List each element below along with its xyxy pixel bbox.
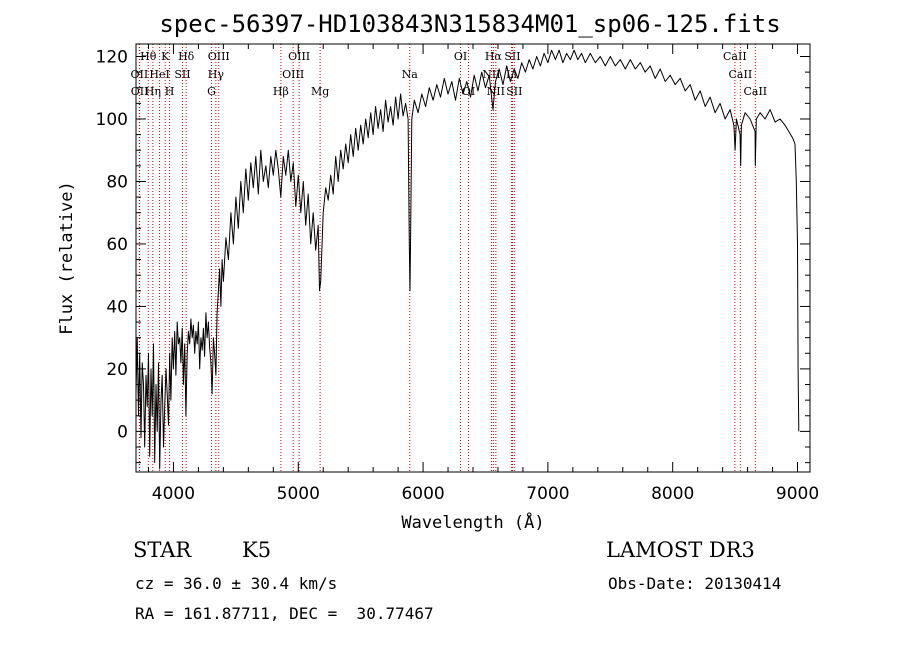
line-label: Li bbox=[506, 68, 517, 81]
chart-title: spec-56397-HD103843N315834M01_sp06-125.f… bbox=[159, 10, 780, 38]
line-label: Mg bbox=[311, 85, 329, 98]
spectrum-layer bbox=[135, 49, 800, 470]
line-label: Hβ bbox=[273, 85, 289, 98]
object-type: STAR bbox=[133, 538, 192, 562]
line-label: OI bbox=[454, 50, 467, 63]
line-label: Na bbox=[402, 68, 419, 81]
survey-name: LAMOST DR3 bbox=[606, 538, 755, 562]
line-label: SII bbox=[504, 50, 520, 63]
redshift-velocity: cz = 36.0 ± 30.4 km/s bbox=[135, 574, 338, 593]
x-tick-label: 8000 bbox=[651, 484, 694, 504]
y-tick-label: 40 bbox=[106, 297, 128, 317]
x-tick-label: 5000 bbox=[277, 484, 320, 504]
y-tick-label: 80 bbox=[106, 172, 128, 192]
line-label: H bbox=[165, 85, 175, 98]
line-label: CaII bbox=[723, 50, 747, 63]
x-tick-label: 6000 bbox=[401, 484, 444, 504]
line-label: CaII bbox=[729, 68, 753, 81]
line-label: Hγ bbox=[208, 68, 225, 81]
x-axis-label: Wavelength (Å) bbox=[401, 511, 544, 533]
line-label: Hδ bbox=[178, 50, 195, 63]
line-label: OII bbox=[131, 85, 149, 98]
line-label: CaII bbox=[743, 85, 767, 98]
line-label: OIII bbox=[208, 50, 230, 63]
line-label: SII bbox=[506, 85, 522, 98]
line-label: K bbox=[161, 50, 170, 63]
object-subclass: K5 bbox=[242, 538, 272, 562]
y-axis-label: Flux (relative) bbox=[57, 181, 77, 335]
spectrum-line bbox=[135, 49, 800, 470]
x-tick-label: 9000 bbox=[776, 484, 819, 504]
y-tick-label: 60 bbox=[106, 235, 128, 255]
x-tick-label: 7000 bbox=[526, 484, 569, 504]
plot-frame bbox=[135, 43, 811, 473]
line-label: Hη bbox=[145, 85, 161, 98]
y-tick-label: 20 bbox=[106, 360, 128, 380]
y-tick-label: 0 bbox=[117, 422, 128, 442]
y-tick-label: 120 bbox=[96, 47, 128, 67]
axes-layer: 4000 5000 6000 7000 8000 9000 0 20 40 60 80 100 120 bbox=[96, 44, 819, 504]
line-label: HeI bbox=[149, 68, 169, 81]
line-label: G bbox=[207, 85, 216, 98]
coordinates: RA = 161.87711, DEC = 30.77467 bbox=[135, 604, 434, 623]
y-tick-label: 100 bbox=[96, 110, 128, 130]
line-label: OIII bbox=[288, 50, 310, 63]
line-label: SII bbox=[174, 68, 190, 81]
observation-date: Obs-Date: 20130414 bbox=[608, 574, 782, 593]
x-tick-label: 4000 bbox=[152, 484, 195, 504]
line-label: NII bbox=[487, 85, 505, 98]
line-label: OIII bbox=[282, 68, 304, 81]
line-label: Hα bbox=[485, 50, 503, 63]
